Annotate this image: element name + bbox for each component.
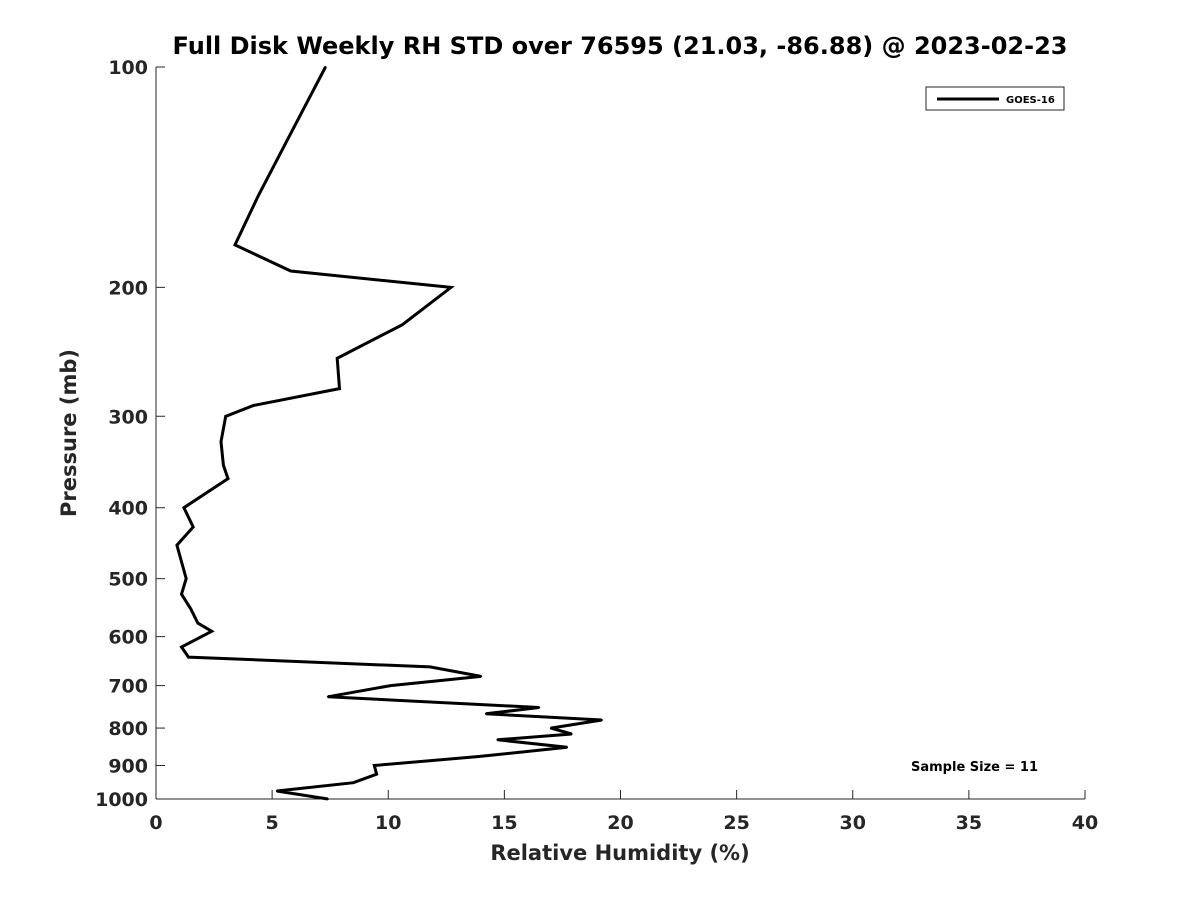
y-tick-label: 900 <box>108 756 148 778</box>
y-tick-label: 100 <box>108 57 148 79</box>
data-point <box>375 773 378 776</box>
y-tick-label: 600 <box>108 627 148 649</box>
y-tick-label: 1000 <box>95 789 148 811</box>
data-point <box>401 323 404 326</box>
x-tick-label: 0 <box>149 812 162 834</box>
legend: GOES-16 <box>925 86 1065 111</box>
data-point <box>566 746 569 749</box>
data-point <box>175 544 178 547</box>
data-point <box>196 622 199 625</box>
data-point <box>222 464 225 467</box>
data-point <box>326 798 329 800</box>
x-tick-label: 35 <box>956 812 982 834</box>
series-goes16-points <box>175 66 603 800</box>
data-point <box>189 607 192 610</box>
series-goes16-line <box>175 66 603 801</box>
y-tick-label: 500 <box>108 569 148 591</box>
y-axis-label: Pressure (mb) <box>57 349 81 517</box>
plot-area: 0 5 10 15 20 25 30 35 40 100 200 300 400 500 600 700 80… <box>95 57 1098 834</box>
y-ticks: 100 200 300 400 500 600 700 800 900 1000 <box>95 57 165 811</box>
x-tick-label: 5 <box>266 812 279 834</box>
data-point <box>185 577 188 580</box>
data-point <box>257 194 260 197</box>
data-point <box>289 270 292 272</box>
x-tick-label: 30 <box>840 812 866 834</box>
data-point <box>220 440 222 443</box>
data-point <box>538 706 541 709</box>
x-tick-label: 25 <box>723 812 749 834</box>
data-point <box>324 66 327 68</box>
y-tick-label: 400 <box>108 498 148 520</box>
data-point <box>210 630 213 633</box>
y-tick-label: 200 <box>108 277 148 299</box>
data-point <box>192 526 195 528</box>
data-point <box>234 243 236 246</box>
data-point <box>275 790 278 792</box>
data-point <box>187 656 190 659</box>
data-point <box>336 357 339 360</box>
data-point <box>496 738 499 741</box>
data-point <box>287 136 290 139</box>
data-point <box>480 675 483 678</box>
data-point <box>338 387 341 390</box>
x-ticks: 0 5 10 15 20 25 30 35 40 <box>149 790 1098 834</box>
chart-title: Full Disk Weekly RH STD over 76595 (21.0… <box>173 32 1068 60</box>
data-point <box>450 286 452 289</box>
data-point <box>224 415 227 418</box>
data-point <box>180 646 183 648</box>
x-axis-label: Relative Humidity (%) <box>490 841 749 865</box>
data-point <box>180 593 183 596</box>
data-point <box>477 755 480 758</box>
x-tick-label: 40 <box>1072 812 1098 834</box>
data-point <box>182 506 185 509</box>
y-tick-label: 700 <box>108 676 148 698</box>
sample-size-annotation: Sample Size = 11 <box>911 760 1038 775</box>
x-tick-label: 20 <box>607 812 633 834</box>
y-tick-label: 300 <box>108 406 148 428</box>
x-tick-label: 10 <box>375 812 401 834</box>
data-point <box>600 719 603 721</box>
data-point <box>326 695 329 698</box>
data-point <box>429 665 432 668</box>
data-point <box>549 727 552 730</box>
y-tick-label: 800 <box>108 718 148 740</box>
data-point <box>484 712 487 715</box>
data-point <box>373 764 376 767</box>
data-point <box>227 477 229 480</box>
data-point <box>352 781 355 784</box>
x-tick-label: 15 <box>491 812 517 834</box>
data-point <box>252 404 255 407</box>
data-point <box>570 733 573 735</box>
data-point <box>389 684 392 687</box>
legend-entry-goes16: GOES-16 <box>1006 95 1055 106</box>
